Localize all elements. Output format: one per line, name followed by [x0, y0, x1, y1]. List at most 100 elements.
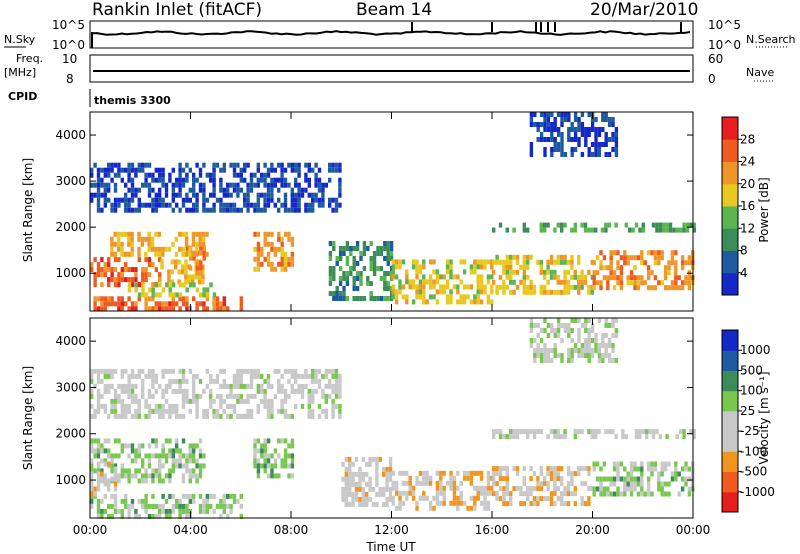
velocity-cell — [452, 480, 457, 486]
power-cell — [120, 241, 124, 247]
power-cell — [202, 187, 206, 193]
velocity-cell — [623, 486, 627, 492]
power-cell — [178, 207, 182, 213]
power-cell — [667, 270, 671, 276]
velocity-cell — [331, 403, 335, 409]
power-cell — [297, 167, 301, 173]
velocity-cell — [539, 429, 543, 435]
power-cell — [601, 127, 605, 132]
velocity-cell — [117, 508, 121, 514]
power-cell — [283, 266, 288, 272]
velocity-cell — [232, 393, 237, 399]
power-cell — [287, 162, 291, 168]
power-cell — [597, 152, 602, 157]
power-cell — [490, 259, 494, 265]
velocity-cell — [96, 438, 101, 444]
power-cell — [154, 167, 158, 173]
power-cell — [107, 182, 111, 188]
power-cell — [201, 236, 206, 242]
velocity-cell — [328, 368, 332, 374]
velocity-cell — [321, 388, 325, 394]
colorbar-tick-label: -25 — [740, 424, 760, 438]
velocity-cell — [459, 495, 463, 501]
power-cell — [107, 172, 111, 178]
power-cell — [486, 299, 491, 305]
power-cell — [633, 275, 637, 281]
velocity-cell — [283, 388, 288, 394]
power-cell — [110, 301, 114, 307]
power-cell — [314, 197, 318, 203]
power-cell — [490, 299, 494, 305]
power-cell — [226, 207, 230, 213]
power-cell — [359, 296, 363, 301]
velocity-cell — [351, 481, 355, 487]
power-cell — [473, 269, 477, 275]
power-cell — [560, 147, 564, 152]
velocity-cell — [137, 373, 141, 379]
velocity-cell — [307, 373, 311, 379]
power-cell — [294, 167, 298, 173]
power-cell — [600, 227, 605, 233]
power-cell — [345, 261, 350, 266]
power-cell — [570, 122, 574, 127]
velocity-cell — [130, 368, 135, 374]
velocity-cell — [321, 373, 325, 379]
power-cell — [171, 182, 175, 188]
power-cell — [158, 172, 162, 178]
velocity-cell — [623, 466, 627, 472]
power-cell — [283, 207, 288, 213]
power-cell — [532, 289, 537, 295]
velocity-cell — [361, 501, 365, 507]
power-cell — [587, 112, 591, 117]
power-cell — [509, 289, 513, 295]
power-cell — [134, 306, 138, 312]
power-cell — [253, 172, 257, 178]
velocity-cell — [344, 501, 348, 507]
power-cell — [117, 282, 121, 288]
velocity-cell — [181, 453, 186, 459]
velocity-cell — [519, 486, 523, 492]
power-cell — [107, 167, 111, 173]
velocity-cell — [321, 408, 325, 414]
velocity-cell — [171, 403, 175, 409]
power-cell — [158, 301, 162, 307]
power-cell — [680, 265, 685, 271]
power-cell — [321, 197, 325, 203]
power-cell — [124, 197, 128, 203]
power-cell — [212, 301, 216, 307]
velocity-cell — [209, 373, 213, 379]
velocity-cell — [365, 461, 369, 467]
power-cell — [680, 255, 685, 261]
power-cell — [476, 284, 480, 290]
power-cell — [539, 132, 544, 137]
power-cell — [147, 202, 152, 208]
power-cell — [550, 152, 554, 157]
power-cell — [592, 285, 596, 291]
velocity-cell — [181, 388, 186, 394]
velocity-cell — [96, 513, 101, 519]
power-cell — [107, 197, 111, 203]
power-cell — [498, 284, 503, 290]
power-cell — [270, 182, 274, 188]
power-cell — [563, 112, 568, 117]
velocity-cell — [619, 476, 624, 482]
power-cell — [473, 294, 477, 300]
velocity-cell — [566, 491, 571, 497]
velocity-cell — [127, 468, 131, 474]
cpid-value: themis 3300 — [94, 94, 171, 107]
power-cell — [338, 276, 343, 281]
velocity-cell — [96, 398, 101, 404]
power-cell — [297, 197, 301, 203]
velocity-cell — [505, 481, 509, 487]
velocity-cell — [675, 434, 679, 440]
power-cell — [495, 259, 499, 265]
power-cell — [283, 192, 288, 198]
power-cell — [445, 294, 450, 300]
velocity-cell — [181, 398, 186, 404]
power-cell — [167, 279, 171, 285]
power-cell — [687, 275, 692, 281]
power-cell — [345, 296, 350, 301]
velocity-cell — [539, 353, 544, 358]
power-cell — [660, 250, 664, 256]
velocity-cell — [181, 403, 186, 409]
